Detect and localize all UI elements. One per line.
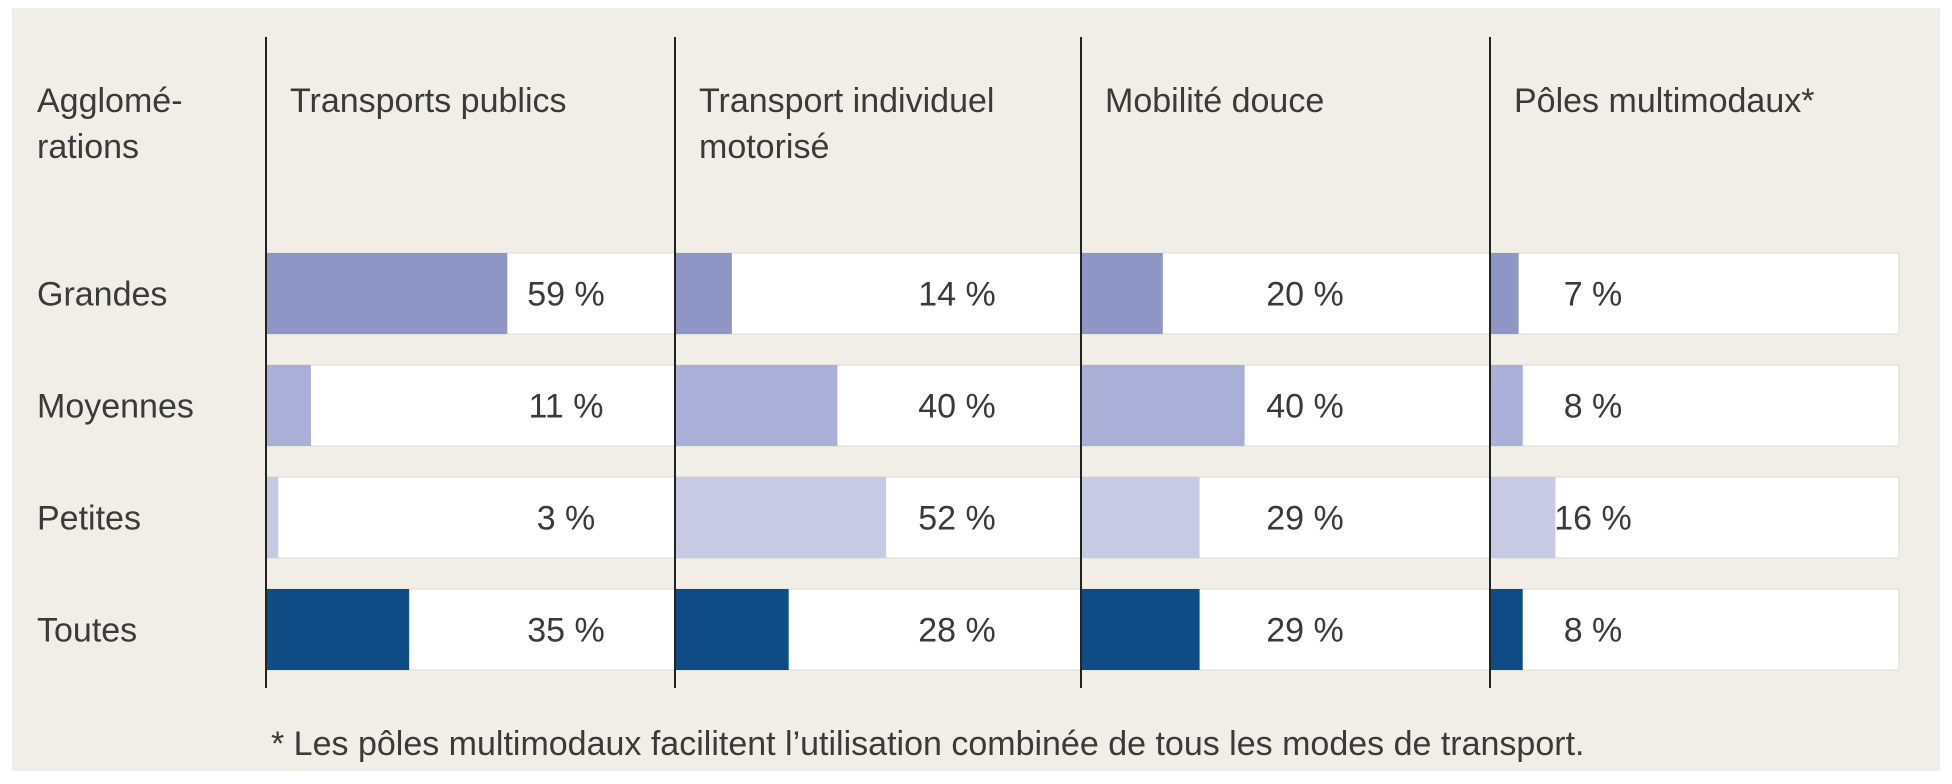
bar [1490, 253, 1519, 334]
bar [266, 253, 508, 334]
bar-track [674, 252, 1082, 335]
bar-track [1489, 252, 1900, 335]
bar [266, 589, 410, 670]
bar [1081, 589, 1200, 670]
bar [1081, 253, 1163, 334]
value-label: 11 % [529, 388, 604, 426]
value-label: 52 % [918, 500, 996, 538]
value-label: 59 % [527, 276, 605, 314]
bar [1490, 589, 1523, 670]
row-label: Toutes [37, 612, 137, 650]
value-label: 28 % [918, 612, 996, 650]
row-label: Petites [37, 500, 141, 538]
row-label: Grandes [37, 276, 167, 314]
bar [1490, 365, 1523, 446]
bar [675, 477, 887, 558]
column-header: Pôles multimodaux* [1514, 82, 1814, 120]
column-header: Transports publics [290, 82, 567, 120]
bar-track [1489, 364, 1900, 447]
value-label: 29 % [1266, 500, 1344, 538]
footnote: * Les pôles multimodaux facilitent l’uti… [271, 725, 1584, 763]
bar [675, 589, 789, 670]
bar [266, 477, 279, 558]
value-label: 3 % [537, 500, 596, 538]
row-header: Agglomé-rations [37, 82, 183, 166]
bar [1490, 477, 1556, 558]
value-label: 20 % [1266, 276, 1344, 314]
value-label: 35 % [527, 612, 605, 650]
bar [675, 365, 838, 446]
value-label: 8 % [1564, 388, 1623, 426]
column-header: Mobilité douce [1105, 82, 1324, 120]
column-header: Transport individuel motorisé [699, 82, 994, 166]
bar-track [265, 364, 676, 447]
value-label: 14 % [918, 276, 996, 314]
bar [266, 365, 311, 446]
bar-track [265, 476, 676, 559]
bar [1081, 365, 1245, 446]
value-label: 40 % [1266, 388, 1344, 426]
bar [1081, 477, 1200, 558]
bar [675, 253, 732, 334]
value-label: 16 % [1554, 500, 1632, 538]
value-label: 40 % [918, 388, 996, 426]
row-label: Moyennes [37, 388, 194, 426]
value-label: 29 % [1266, 612, 1344, 650]
bar-track [1489, 588, 1900, 671]
value-label: 8 % [1564, 612, 1623, 650]
value-label: 7 % [1564, 276, 1623, 314]
